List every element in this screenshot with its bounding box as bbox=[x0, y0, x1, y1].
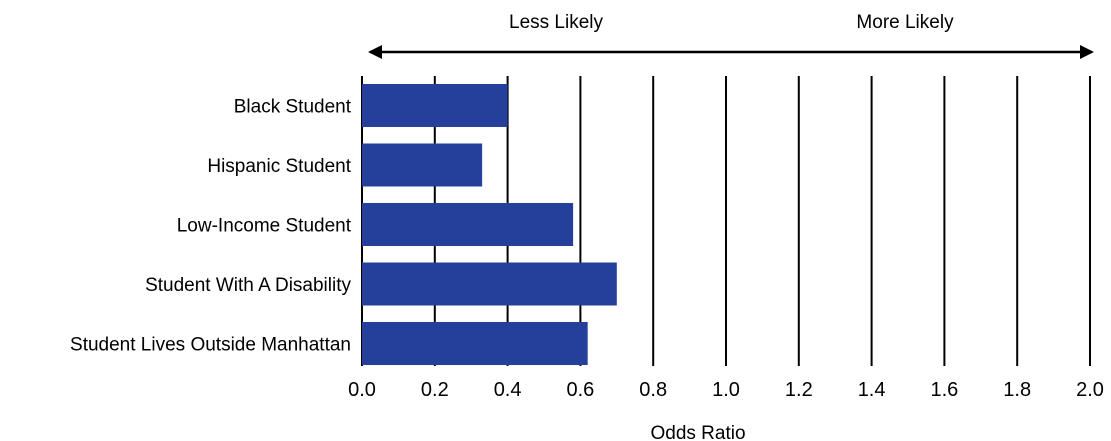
bar bbox=[362, 322, 588, 365]
category-label: Student With A Disability bbox=[145, 275, 351, 296]
category-label: Hispanic Student bbox=[207, 156, 351, 177]
x-tick-label: 1.8 bbox=[1003, 379, 1031, 401]
category-label: Student Lives Outside Manhattan bbox=[70, 335, 351, 356]
category-label: Low-Income Student bbox=[177, 216, 352, 237]
x-tick-label: 1.0 bbox=[712, 379, 740, 401]
bars bbox=[362, 84, 617, 365]
x-axis-title: Odds Ratio bbox=[650, 423, 745, 441]
x-tick-label: 0.2 bbox=[421, 379, 449, 401]
category-label: Black Student bbox=[234, 97, 352, 118]
bar bbox=[362, 84, 508, 127]
x-tick-label: 0.0 bbox=[348, 379, 376, 401]
x-tick-label: 1.2 bbox=[785, 379, 813, 401]
x-tick-label: 0.8 bbox=[639, 379, 667, 401]
x-tick-label: 1.6 bbox=[930, 379, 958, 401]
x-tick-label: 2.0 bbox=[1076, 379, 1104, 401]
x-tick-label: 0.4 bbox=[494, 379, 522, 401]
category-labels: Black Student Hispanic Student Low-Income … bbox=[70, 97, 352, 356]
bar bbox=[362, 262, 617, 306]
x-tick-labels: 0.0 0.2 0.4 0.6 0.8 1.0 1.2 1.4 1.6 1.8 2.0 bbox=[348, 379, 1104, 401]
bar bbox=[362, 203, 574, 246]
bar bbox=[362, 143, 483, 187]
less-likely-label: Less Likely bbox=[509, 12, 603, 33]
x-tick-label: 0.6 bbox=[566, 379, 594, 401]
x-tick-label: 1.4 bbox=[858, 379, 886, 401]
more-likely-label: More Likely bbox=[856, 12, 954, 33]
